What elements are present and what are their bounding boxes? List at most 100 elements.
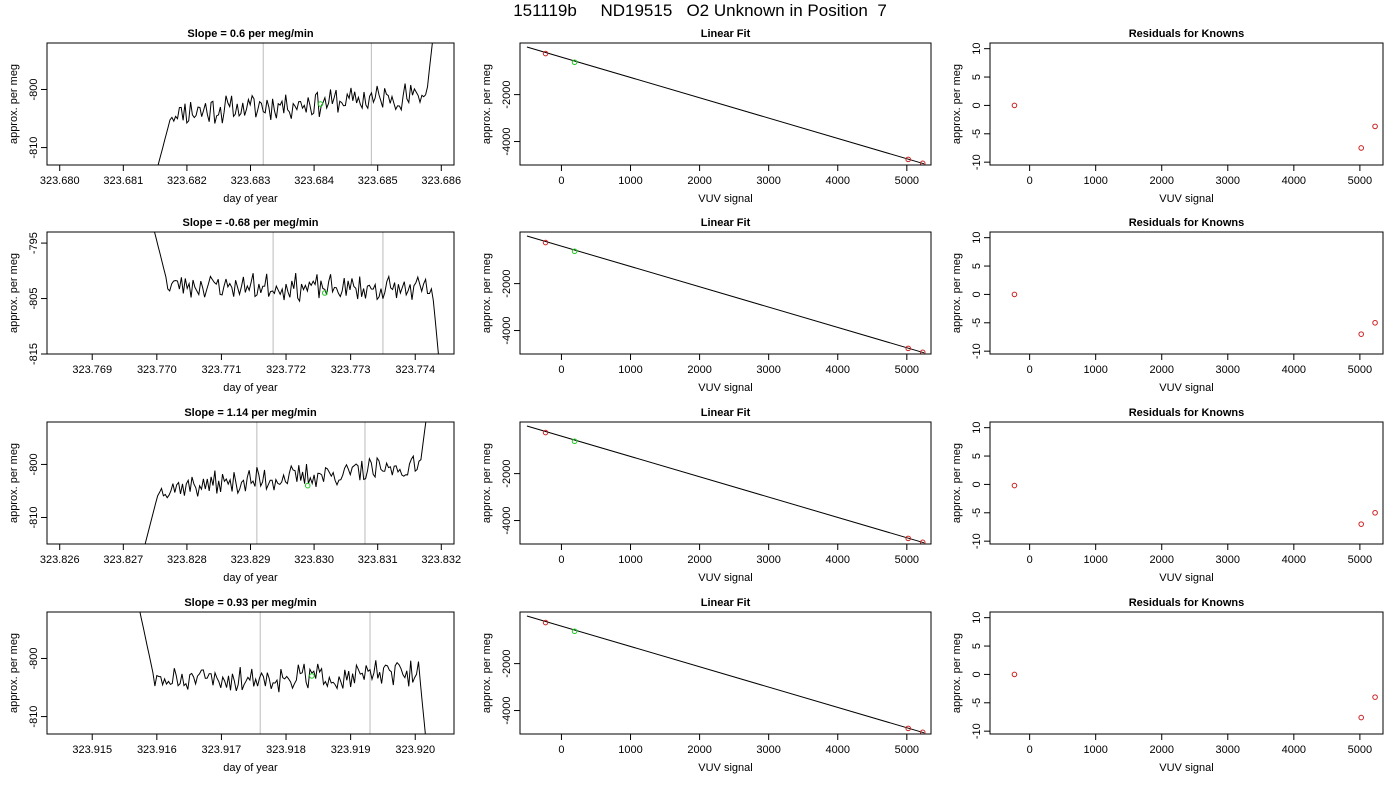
y-tick-label: -800 bbox=[28, 453, 40, 475]
x-tick-label: 4000 bbox=[1282, 744, 1306, 756]
y-axis-label: approx. per meg bbox=[8, 253, 20, 333]
y-tick-label: 10 bbox=[971, 422, 983, 434]
x-tick-label: 5000 bbox=[895, 744, 919, 756]
page-title: 151119b ND19515 O2 Unknown in Position 7 bbox=[513, 1, 887, 20]
x-tick-label: 323.919 bbox=[331, 744, 371, 756]
x-tick-label: 5000 bbox=[1348, 554, 1372, 566]
x-tick-label: 5000 bbox=[895, 364, 919, 376]
x-tick-label: 323.920 bbox=[395, 744, 435, 756]
plot-frame bbox=[46, 231, 455, 355]
chart-title: Linear Fit bbox=[701, 28, 751, 40]
x-tick-label: 323.683 bbox=[231, 175, 271, 187]
plot-area bbox=[1011, 291, 1378, 337]
series-line bbox=[144, 422, 427, 544]
chart-title: Residuals for Knowns bbox=[1129, 407, 1245, 419]
y-tick-label: -2000 bbox=[501, 460, 513, 488]
x-tick-label: 0 bbox=[558, 175, 564, 187]
y-tick-label: -5 bbox=[971, 318, 983, 328]
chart-panel: Linear Fit 0 1000 2000 3000 4000 5000 -2000 -400… bbox=[481, 217, 932, 394]
x-tick-label: 4000 bbox=[826, 554, 850, 566]
x-tick-label: 323.831 bbox=[358, 554, 398, 566]
y-tick-label: 10 bbox=[971, 43, 983, 55]
series-line bbox=[139, 612, 426, 734]
x-axis-label: VUV signal bbox=[698, 762, 752, 774]
y-axis-label: approx. per meg bbox=[481, 443, 493, 523]
x-tick-label: 1000 bbox=[618, 364, 642, 376]
x-tick-label: 323.826 bbox=[40, 554, 80, 566]
y-tick-label: -10 bbox=[971, 533, 983, 549]
x-tick-label: 0 bbox=[558, 744, 564, 756]
fit-line bbox=[526, 46, 925, 165]
x-tick-label: 4000 bbox=[826, 175, 850, 187]
known-point bbox=[1358, 331, 1365, 337]
x-tick-label: 323.828 bbox=[167, 554, 207, 566]
known-point bbox=[1011, 291, 1018, 298]
chart-panel: Residuals for Knowns 0 1000 2000 3000 4000 500… bbox=[951, 28, 1384, 205]
plot-area bbox=[1011, 482, 1378, 527]
x-tick-label: 2000 bbox=[1149, 554, 1173, 566]
y-tick-label: 5 bbox=[971, 74, 983, 80]
plot-frame bbox=[989, 611, 1384, 735]
chart-panel: Slope = 0.93 per meg/min 323.915 323.916 32… bbox=[8, 597, 455, 774]
x-tick-label: 3000 bbox=[756, 554, 780, 566]
x-tick-label: 323.773 bbox=[331, 364, 371, 376]
x-tick-label: 3000 bbox=[1216, 364, 1240, 376]
y-tick-label: -5 bbox=[971, 698, 983, 708]
x-tick-label: 323.684 bbox=[294, 175, 334, 187]
plot-frame bbox=[519, 421, 932, 545]
x-tick-label: 5000 bbox=[1348, 744, 1372, 756]
x-axis-label: VUV signal bbox=[698, 572, 752, 584]
x-tick-label: 1000 bbox=[1083, 554, 1107, 566]
plot-frame bbox=[989, 231, 1384, 355]
y-tick-label: 5 bbox=[971, 263, 983, 269]
y-tick-label: 5 bbox=[971, 453, 983, 459]
y-tick-label: -10 bbox=[971, 723, 983, 739]
known-point bbox=[542, 239, 549, 246]
x-axis-label: VUV signal bbox=[1159, 382, 1213, 394]
y-tick-label: -2000 bbox=[501, 81, 513, 109]
known-point bbox=[1372, 319, 1378, 326]
x-tick-label: 2000 bbox=[687, 175, 711, 187]
plot-area bbox=[526, 615, 926, 734]
x-axis-label: day of year bbox=[223, 762, 278, 774]
known-point bbox=[905, 725, 912, 732]
chart-title: Slope = 0.6 per meg/min bbox=[187, 28, 314, 40]
series-line bbox=[157, 43, 433, 165]
x-tick-label: 0 bbox=[1027, 744, 1033, 756]
y-tick-label: 0 bbox=[971, 481, 983, 487]
chart-panel: Residuals for Knowns 0 1000 2000 3000 4000 500… bbox=[951, 407, 1384, 584]
unknown-point bbox=[571, 438, 578, 445]
x-tick-label: 0 bbox=[558, 364, 564, 376]
x-tick-label: 2000 bbox=[1149, 364, 1173, 376]
plot-frame bbox=[519, 231, 932, 355]
plot-area bbox=[526, 46, 926, 165]
plot-frame bbox=[46, 421, 455, 545]
x-tick-label: 3000 bbox=[1216, 744, 1240, 756]
chart-panel: Residuals for Knowns 0 1000 2000 3000 4000 500… bbox=[951, 597, 1384, 774]
x-tick-label: 323.829 bbox=[231, 554, 271, 566]
known-point bbox=[1358, 521, 1365, 527]
chart-title: Slope = 0.93 per meg/min bbox=[184, 597, 317, 609]
x-tick-label: 323.771 bbox=[202, 364, 242, 376]
y-tick-label: 0 bbox=[971, 102, 983, 108]
x-axis-label: VUV signal bbox=[1159, 762, 1213, 774]
chart-title: Linear Fit bbox=[701, 217, 751, 229]
known-point bbox=[919, 539, 926, 544]
y-tick-label: 5 bbox=[971, 643, 983, 649]
y-tick-label: 0 bbox=[971, 291, 983, 297]
known-point bbox=[542, 429, 549, 436]
known-point bbox=[1011, 482, 1018, 489]
y-tick-label: -795 bbox=[28, 232, 40, 254]
y-tick-label: -805 bbox=[28, 288, 40, 310]
plot-frame bbox=[46, 42, 455, 166]
x-axis-label: VUV signal bbox=[1159, 193, 1213, 205]
x-tick-label: 2000 bbox=[687, 554, 711, 566]
plot-frame bbox=[989, 42, 1384, 166]
known-point bbox=[1372, 509, 1378, 516]
x-axis-label: day of year bbox=[223, 193, 278, 205]
chart-panel: Slope = 0.6 per meg/min 323.680 323.681 323… bbox=[8, 28, 461, 205]
x-tick-label: 323.770 bbox=[137, 364, 177, 376]
y-tick-label: -810 bbox=[28, 137, 40, 159]
plot-area bbox=[1011, 671, 1378, 721]
